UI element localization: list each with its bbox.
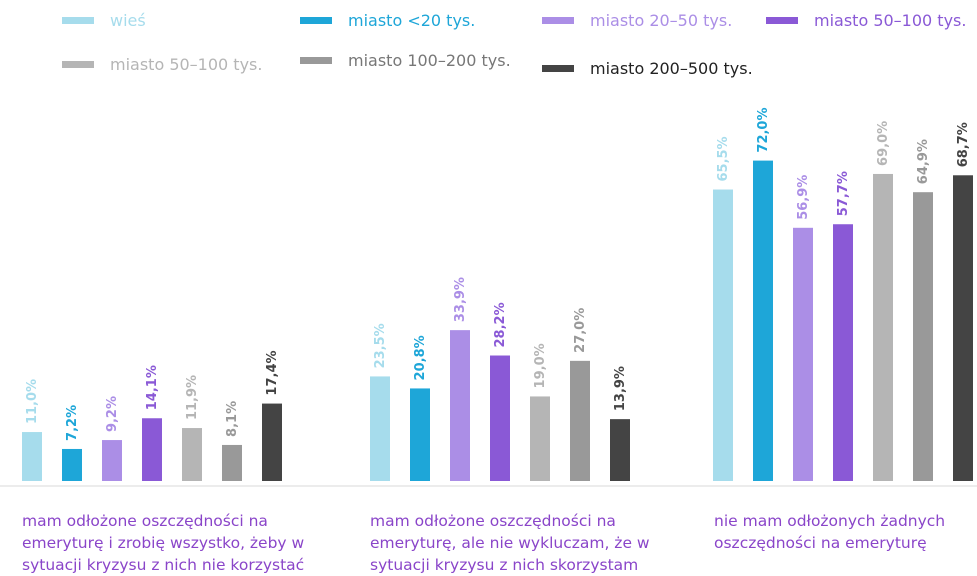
value-label: 68,7% [956, 122, 971, 167]
bar [913, 192, 933, 481]
legend-label: miasto <20 tys. [348, 11, 476, 30]
legend-item-miasto-50-100-b: miasto 50–100 tys. [62, 55, 262, 74]
legend-label: miasto 20–50 tys. [590, 11, 733, 30]
bar-chart: 11,0% 7,2% 9,2% 14,1% 11,9% 8,1% 17,4% 23,5% 20,… [0, 107, 977, 487]
legend-item-miasto-50-100-a: miasto 50–100 tys. [766, 11, 966, 30]
legend-item-miasto-200-500: miasto 200–500 tys. [542, 59, 753, 78]
value-label: 17,4% [265, 350, 280, 395]
legend-item-miasto-100-200: miasto 100–200 tys. [300, 51, 511, 70]
bar [410, 388, 430, 481]
bar [610, 419, 630, 481]
bar [793, 227, 813, 481]
bar [490, 355, 510, 481]
bar [222, 444, 242, 481]
value-label: 33,9% [453, 277, 468, 322]
legend-label: miasto 50–100 tys. [110, 55, 263, 74]
value-label: 11,9% [185, 375, 200, 420]
legend-item-wies: wieś [62, 11, 146, 30]
category-label-2: nie mam odłożonych żadnych oszczędności … [714, 512, 946, 552]
value-label: 27,0% [573, 308, 588, 353]
legend-swatch [542, 65, 574, 72]
legend-item-miasto-20-50: miasto 20–50 tys. [542, 11, 732, 30]
bar [450, 330, 470, 481]
value-label: 13,9% [613, 366, 628, 411]
value-label: 69,0% [876, 121, 891, 166]
value-label: 64,9% [916, 139, 931, 184]
legend-label: miasto 200–500 tys. [590, 59, 753, 78]
legend-swatch [62, 17, 94, 24]
legend-swatch [766, 17, 798, 24]
bar [22, 432, 42, 481]
value-label: 57,7% [836, 171, 851, 216]
bar [713, 189, 733, 481]
value-label: 7,2% [65, 405, 80, 441]
bar [530, 396, 550, 481]
legend-swatch [542, 17, 574, 24]
value-label: 65,5% [716, 136, 731, 181]
legend-swatch [300, 17, 332, 24]
bar [370, 376, 390, 481]
bar [570, 360, 590, 481]
bar [102, 440, 122, 481]
bar [753, 160, 773, 481]
value-label: 19,0% [533, 343, 548, 388]
legend-swatch [62, 61, 94, 68]
bar [953, 175, 973, 481]
value-label: 11,0% [25, 379, 40, 424]
legend-swatch [300, 57, 332, 64]
bar [62, 448, 82, 481]
bar [833, 224, 853, 482]
bars-group [22, 160, 973, 482]
value-label: 20,8% [413, 335, 428, 380]
value-label: 23,5% [373, 323, 388, 368]
category-label-0: mam odłożone oszczędności na emeryturę i… [22, 512, 305, 574]
legend-label: wieś [110, 11, 146, 30]
bar [182, 428, 202, 481]
value-label: 9,2% [105, 396, 120, 432]
value-label: 8,1% [225, 401, 240, 437]
bar [873, 173, 893, 481]
value-label: 14,1% [145, 365, 160, 410]
bar [262, 403, 282, 481]
bar [142, 418, 162, 481]
value-labels-group: 11,0% 7,2% 9,2% 14,1% 11,9% 8,1% 17,4% 23,5% 20,… [25, 107, 971, 440]
legend-item-miasto-lt20: miasto <20 tys. [300, 11, 475, 30]
value-label: 72,0% [756, 107, 771, 152]
legend-label: miasto 100–200 tys. [348, 51, 511, 70]
value-label: 56,9% [796, 175, 811, 220]
category-label-1: mam odłożone oszczędności na emeryturę, … [370, 512, 650, 574]
value-label: 28,2% [493, 302, 508, 347]
legend-label: miasto 50–100 tys. [814, 11, 967, 30]
